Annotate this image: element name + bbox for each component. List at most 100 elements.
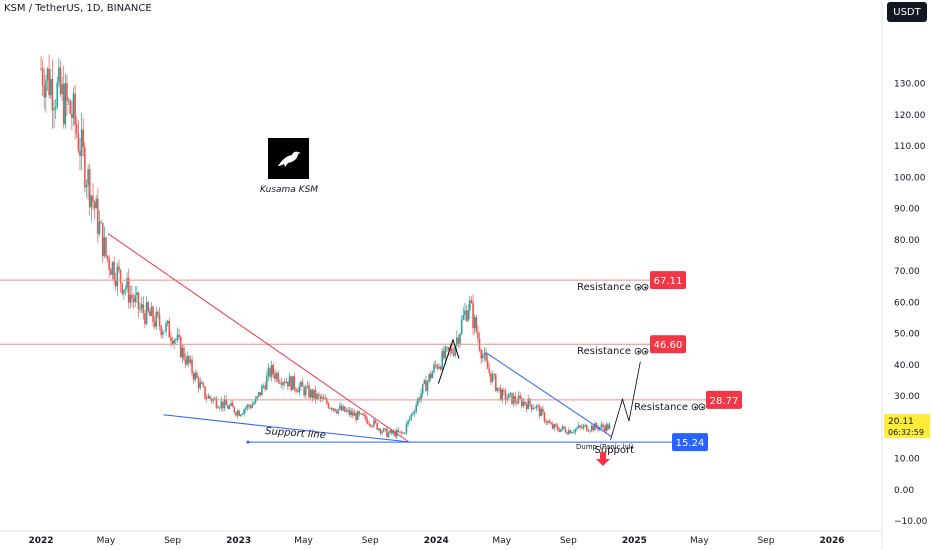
currency-button[interactable]: USDT: [887, 2, 927, 22]
candle-body: [438, 366, 440, 369]
candle-body: [550, 423, 552, 425]
candle-body: [118, 266, 120, 270]
candle-body: [348, 409, 351, 415]
candle-body: [140, 304, 143, 309]
candle-body: [350, 411, 353, 415]
candle-body: [460, 319, 463, 334]
candle-body: [218, 407, 221, 409]
candle-body: [200, 382, 203, 384]
y-tick-label: 130.00: [894, 80, 926, 90]
candle-body: [77, 133, 80, 151]
candle-body: [324, 398, 327, 400]
x-tick-label: Sep: [757, 536, 774, 546]
candle-body: [387, 432, 390, 437]
candle-body: [121, 283, 124, 294]
candle-body: [407, 420, 409, 425]
y-tick-label: 110.00: [894, 142, 926, 152]
candle-body: [355, 413, 357, 420]
candle-body: [481, 355, 484, 359]
candle-body: [101, 222, 104, 257]
candle-body: [171, 340, 174, 344]
candle-body: [283, 382, 286, 384]
candle-body: [88, 169, 91, 208]
candle-body: [170, 337, 172, 341]
x-tick-label: May: [492, 536, 511, 546]
candle-body: [80, 129, 83, 157]
candle-body: [261, 385, 263, 396]
candle-body: [533, 407, 536, 409]
dump-annotation: Dump (Panic lvl): [576, 443, 634, 451]
candle-body: [314, 389, 317, 399]
candle-body: [439, 366, 442, 370]
level-badge: [672, 433, 708, 452]
candle-body: [144, 313, 146, 325]
candle-body: [447, 346, 450, 350]
candle-body: [454, 345, 456, 356]
candle-body: [368, 423, 370, 425]
candle-body: [543, 412, 546, 422]
candle-body: [179, 336, 182, 358]
candle-body: [313, 389, 315, 399]
candle-body: [158, 314, 161, 326]
candle-body: [540, 408, 543, 417]
candle-body: [66, 83, 68, 101]
candle-body: [332, 408, 335, 410]
candle-body: [166, 321, 169, 324]
candle-body: [306, 385, 309, 388]
candle-body: [402, 432, 405, 434]
candle-body: [556, 425, 559, 430]
candle-body: [608, 424, 611, 430]
candle-body: [558, 429, 560, 432]
candle-body: [507, 393, 510, 399]
candle-body: [236, 410, 239, 416]
candle-body: [205, 398, 208, 400]
y-tick-label: −10.00: [894, 517, 928, 527]
y-tick-label: 40.00: [894, 361, 920, 371]
candle-body: [231, 402, 234, 407]
candle-body: [504, 391, 507, 401]
current-price-badge: [884, 414, 930, 438]
bird-icon: [278, 151, 301, 167]
candle-body: [280, 382, 283, 386]
candle-body: [209, 395, 211, 399]
candle-body: [499, 388, 502, 401]
candle-body: [278, 381, 281, 383]
candle-body: [516, 401, 518, 404]
eyes-icon: [701, 406, 704, 409]
candle-body: [436, 365, 439, 369]
candle-body: [270, 364, 273, 377]
candle-body: [545, 421, 547, 423]
y-tick-label: 10.00: [894, 455, 920, 465]
candle-body: [189, 359, 192, 363]
candle-body: [577, 425, 580, 428]
candle-body: [434, 364, 437, 366]
candle-body: [566, 432, 569, 435]
candle-body: [519, 395, 521, 399]
candle-body: [356, 411, 359, 420]
resistance-label: Resistance: [634, 402, 688, 413]
candle-body: [252, 403, 255, 405]
candle-body: [335, 411, 338, 414]
candle-body: [446, 346, 448, 348]
arrow-down-icon: [596, 452, 610, 466]
x-tick-label: 2023: [226, 536, 251, 546]
candle-body: [196, 372, 198, 378]
candle-body: [134, 294, 137, 303]
candle-body: [342, 406, 344, 411]
candle-body: [183, 347, 185, 360]
candle-body: [295, 388, 297, 392]
resistance-label: Resistance: [577, 282, 631, 293]
candle-body: [553, 424, 556, 429]
candle-body: [382, 428, 385, 432]
candle-body: [498, 387, 500, 389]
candle-body: [339, 405, 341, 410]
candle-body: [207, 395, 210, 399]
candle-body: [600, 424, 603, 428]
level-badge-label: 67.11: [654, 276, 683, 287]
candle-body: [119, 269, 122, 284]
y-tick-label: 70.00: [894, 267, 920, 277]
candle-body: [444, 347, 447, 359]
candle-body: [54, 106, 57, 109]
